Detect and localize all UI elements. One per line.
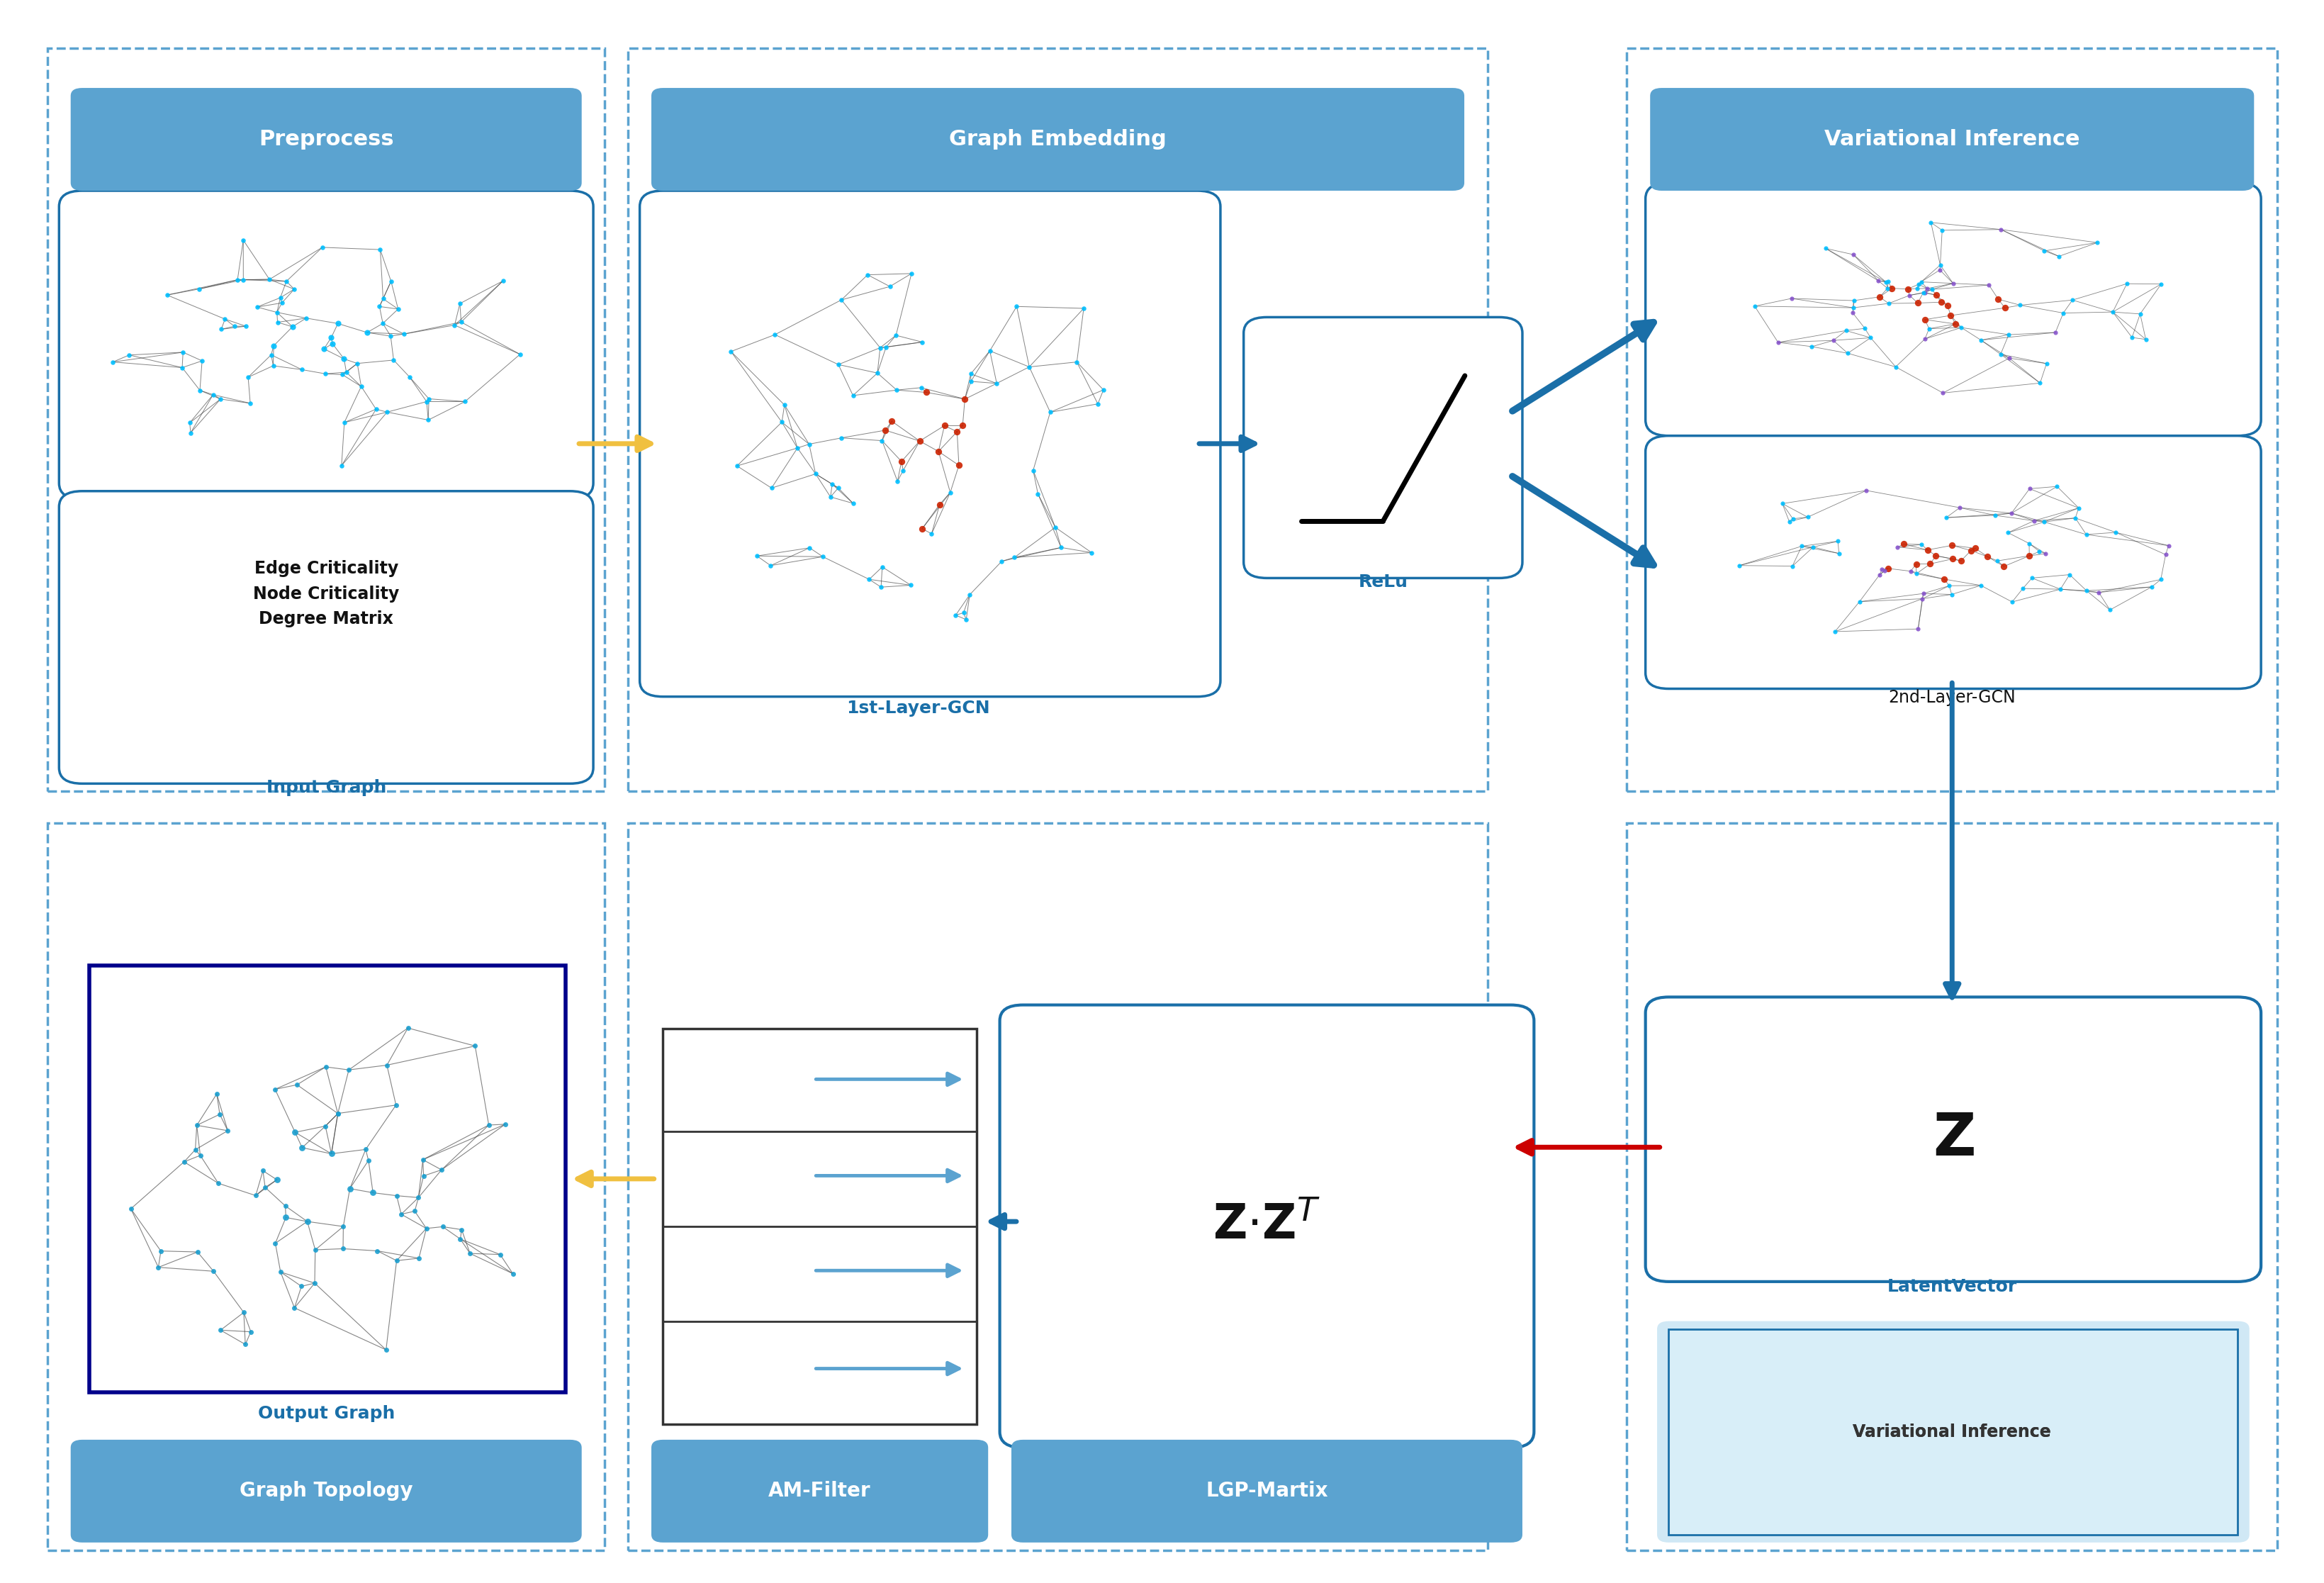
FancyBboxPatch shape (999, 1005, 1534, 1447)
FancyBboxPatch shape (651, 1439, 988, 1542)
Text: Edge Criticality
Node Criticality
Degree Matrix: Edge Criticality Node Criticality Degree… (253, 560, 400, 627)
FancyBboxPatch shape (58, 491, 593, 784)
Text: 1st-Layer-GCN: 1st-Layer-GCN (846, 700, 990, 717)
Text: Graph Topology: Graph Topology (239, 1482, 414, 1501)
FancyBboxPatch shape (1645, 997, 2261, 1282)
Bar (1627, 823, 2278, 1550)
Bar (46, 49, 604, 792)
FancyBboxPatch shape (1650, 89, 2254, 190)
Text: Preprocess: Preprocess (258, 130, 393, 150)
Text: Output Graph: Output Graph (258, 1406, 395, 1422)
Text: Variational Inference: Variational Inference (1852, 1423, 2050, 1441)
FancyBboxPatch shape (70, 1439, 581, 1542)
Text: LGP-Martix: LGP-Martix (1206, 1482, 1327, 1501)
FancyBboxPatch shape (58, 190, 593, 499)
FancyBboxPatch shape (1657, 1322, 2250, 1542)
Text: AM-Filter: AM-Filter (769, 1482, 872, 1501)
Text: Graph Embedding: Graph Embedding (948, 130, 1167, 150)
FancyBboxPatch shape (651, 89, 1464, 190)
FancyBboxPatch shape (639, 190, 1220, 697)
Bar (46, 823, 604, 1550)
Text: 2nd-Layer-GCN: 2nd-Layer-GCN (1887, 689, 2015, 706)
Text: $\mathbf{Z}$: $\mathbf{Z}$ (1931, 1111, 1973, 1168)
FancyBboxPatch shape (1011, 1439, 1522, 1542)
FancyBboxPatch shape (1645, 182, 2261, 435)
Bar (88, 966, 565, 1393)
Text: Input Graph: Input Graph (265, 779, 386, 796)
Text: $\mathbf{Z}$$\cdot$$\mathbf{Z}^T$: $\mathbf{Z}$$\cdot$$\mathbf{Z}^T$ (1213, 1203, 1320, 1249)
Text: Variational Inference: Variational Inference (1855, 1423, 2052, 1441)
Bar (627, 49, 1487, 792)
Text: Variational Inference: Variational Inference (1824, 130, 2080, 150)
Bar (1627, 49, 2278, 792)
Bar (1669, 1330, 2238, 1534)
FancyBboxPatch shape (1645, 435, 2261, 689)
Bar (627, 823, 1487, 1550)
FancyBboxPatch shape (1243, 317, 1522, 578)
Text: Variational Inference: Variational Inference (1852, 1423, 2050, 1441)
Text: LatentVector: LatentVector (1887, 1279, 2017, 1295)
Bar (662, 1029, 976, 1425)
FancyBboxPatch shape (70, 89, 581, 190)
Text: ReLu: ReLu (1357, 573, 1408, 590)
